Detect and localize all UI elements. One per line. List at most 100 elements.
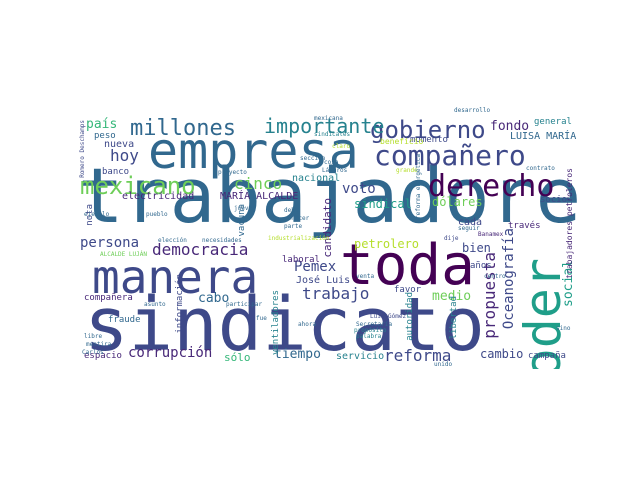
word-alcalde-lujan: ALCALDE LUJÁN [100, 251, 147, 258]
word-reforma: reforma [384, 346, 452, 365]
word-general: general [534, 117, 572, 127]
word-pemex: Pemex [294, 259, 337, 275]
word-mentira: mentira [86, 341, 112, 348]
word-ejemplo: ejemplo [84, 211, 110, 218]
word-jose-luis: José Luis [296, 275, 351, 286]
word-conocer: conocer [284, 215, 310, 222]
word-sino: sino [556, 325, 571, 332]
word-mexicana: mexicana [314, 115, 343, 122]
word-venta: venta [356, 273, 375, 280]
word-persona: persona [80, 235, 140, 251]
word-carlos: Carlos [82, 349, 104, 356]
word-empresa: empresa [148, 122, 359, 180]
word-sindicales: sindicales [314, 131, 351, 138]
word-cambio: cambio [480, 347, 524, 361]
word-nueva: nueva [104, 139, 135, 150]
word-asunto: asunto [144, 301, 166, 308]
word-campana: campaña [528, 351, 566, 361]
word-grande: grande [396, 167, 418, 174]
word-seccion: sección [300, 155, 326, 162]
word-industrializacion: industrialización [268, 235, 330, 242]
word-palabra: palabra [356, 333, 382, 340]
word-fraude: fraude [108, 315, 141, 325]
word-banco: banco [102, 167, 130, 177]
word-dije: dije [444, 235, 459, 242]
word-luisa-maria: LUISA MARÍA [510, 131, 577, 142]
word-reforma-energetica: reforma energética [415, 154, 422, 220]
word-desarrollo: desarrollo [454, 107, 491, 114]
word-cloud: trabajadores sindicato empresa manera to… [78, 106, 583, 369]
word-cabo: cabo [198, 291, 230, 306]
word-anos: años [470, 261, 492, 271]
word-participar: participar [226, 301, 263, 308]
word-eleccion: elección [158, 237, 187, 244]
word-laboral: laboral [282, 255, 320, 265]
word-parte: parte [284, 223, 303, 230]
word-pais: país [86, 117, 118, 132]
word-momento: momento [410, 135, 448, 145]
word-electricidad: electricidad [122, 191, 195, 202]
word-tiempo: tiempo [274, 347, 321, 362]
word-derecho: derecho [428, 169, 555, 204]
word-hoy: hoy [110, 146, 139, 165]
word-proposito: propósito [354, 327, 387, 334]
word-companero: compañero [374, 139, 526, 172]
word-traves: través [508, 221, 541, 231]
word-toda: toda [340, 233, 475, 298]
word-secretaria: Secretaría [356, 321, 393, 328]
word-contrato: contrato [526, 165, 555, 172]
word-libertad: libertad [449, 296, 459, 340]
word-libre: libre [84, 333, 103, 340]
word-espacio: espacio [84, 351, 122, 361]
word-fue: fue [256, 315, 267, 322]
word-ahora: ahora [298, 321, 317, 328]
word-manera: manera [92, 250, 259, 304]
word-solo: sólo [224, 351, 251, 364]
word-seguir: seguir [458, 225, 480, 232]
word-banamex: Banamex [478, 231, 504, 238]
word-maria-alcalde: MARÍA ALCALDE [220, 191, 299, 202]
word-debe: debe [284, 207, 299, 214]
word-autoridad: autoridad [405, 292, 415, 341]
word-sindicato: sindicato [84, 282, 485, 368]
word-trabajadores-petroleros: trabajadores petroleros [565, 168, 574, 279]
word-informacion: información [175, 274, 185, 334]
word-proyecto: proyecto [218, 169, 247, 176]
word-mexicano: mexicano [80, 172, 196, 200]
word-claro: claro [332, 143, 351, 150]
word-necesidades: necesidades [202, 237, 242, 244]
word-romero-deschamps: Romero Deschamps [79, 120, 86, 178]
word-corrupcion: corrupción [128, 345, 213, 361]
word-medio: medio [432, 289, 472, 304]
word-candidato: candidato [321, 198, 334, 258]
word-nacional: nacional [292, 173, 341, 184]
word-voto: voto [342, 181, 376, 197]
word-petrolero: petrolero [354, 237, 420, 251]
word-pueblo: pueblo [146, 211, 168, 218]
word-socio: socio [540, 195, 568, 205]
word-servicio: servicio [336, 351, 385, 362]
word-beneficio: beneficio [380, 137, 424, 146]
word-centro: centro [484, 273, 506, 280]
word-gobierno: gobierno [370, 116, 486, 144]
word-millones: millones [130, 116, 236, 141]
word-trabajadores: trabajadores [78, 151, 583, 240]
word-fondo: fondo [490, 119, 530, 134]
word-luis-gomez: Luis Gómez [370, 313, 407, 320]
word-sindical: sindical [354, 197, 412, 211]
word-cada: cada [458, 217, 483, 228]
word-companera: compañera [84, 293, 133, 303]
word-lazaros: Lázaros [322, 167, 348, 174]
word-cinco: cinco [234, 174, 283, 193]
word-peso: peso [94, 131, 116, 141]
word-cosa: cosa [324, 159, 339, 166]
word-trabajo: trabajo [302, 284, 370, 303]
word-favor: favor [394, 285, 422, 295]
word-dolares: dólares [432, 195, 483, 209]
word-bien: bien [462, 241, 491, 255]
word-importante: importante [264, 114, 385, 138]
word-unido: unido [434, 361, 453, 368]
word-ventiladores: ventiladores [271, 290, 281, 356]
word-jueves: jueves [234, 205, 256, 212]
word-democracia: democracia [152, 240, 249, 259]
